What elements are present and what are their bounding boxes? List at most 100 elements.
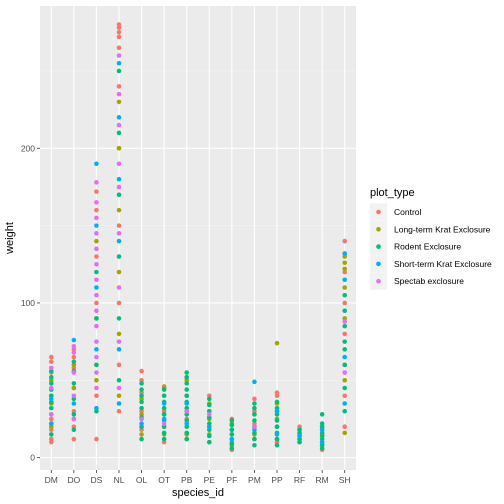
data-point (252, 412, 257, 417)
data-point (116, 145, 122, 151)
legend-title: plot_type (370, 187, 415, 199)
data-point (139, 368, 144, 374)
data-point (71, 385, 77, 391)
data-point (252, 379, 257, 385)
data-point (116, 60, 122, 66)
legend-swatch (376, 278, 381, 284)
data-point (116, 91, 122, 97)
data-point (206, 402, 212, 408)
data-point (184, 430, 190, 436)
x-tick-label: PF (226, 475, 237, 485)
data-point (139, 416, 144, 422)
data-point (274, 408, 280, 414)
data-point (94, 231, 99, 236)
data-point (161, 421, 167, 426)
x-tick-label: NL (114, 475, 125, 485)
data-point (116, 192, 122, 197)
data-point (116, 130, 122, 136)
data-point (184, 421, 190, 426)
data-point (139, 381, 144, 386)
data-point (161, 393, 167, 399)
data-point (116, 254, 122, 259)
axis-layer: 0 100 200 DM DO DS NL OL OT PB PE PF PM PP RF RM SH (21, 143, 351, 485)
data-point (184, 393, 190, 399)
data-point (229, 436, 235, 442)
data-point (116, 385, 122, 391)
data-point (71, 393, 77, 399)
data-point (229, 441, 235, 447)
data-point (342, 339, 348, 344)
data-point (94, 238, 99, 244)
data-point (116, 161, 122, 167)
data-point (184, 408, 190, 414)
legend-label: Spectab exclosure (394, 276, 464, 286)
data-point (116, 176, 122, 182)
data-point (94, 277, 99, 283)
data-point (139, 432, 144, 437)
data-point (116, 53, 122, 58)
data-point (206, 424, 212, 429)
data-point (71, 350, 77, 355)
data-point (116, 377, 122, 383)
x-tick-label: OL (136, 475, 148, 485)
data-point (116, 99, 122, 105)
legend-swatch (376, 209, 381, 215)
data-point (116, 184, 122, 190)
data-point (48, 354, 54, 360)
data-point (94, 393, 99, 399)
data-point (184, 387, 190, 392)
x-tick-label: PE (204, 475, 216, 485)
x-tick-label: OT (158, 475, 170, 485)
x-tick-label: RF (294, 475, 305, 485)
x-tick-label: PB (181, 475, 193, 485)
data-point (94, 261, 99, 267)
data-point (342, 323, 348, 329)
data-point (206, 396, 212, 402)
data-point (71, 381, 77, 386)
data-point (116, 45, 122, 51)
data-point (116, 122, 122, 128)
data-point (94, 323, 99, 329)
legend-swatch (376, 244, 381, 249)
data-point (94, 223, 99, 228)
data-point (319, 421, 325, 426)
data-point (116, 231, 122, 236)
data-point (342, 331, 348, 337)
data-point (94, 161, 99, 167)
data-point (252, 418, 257, 423)
data-point (116, 347, 122, 352)
data-point (229, 427, 235, 433)
data-point (116, 84, 122, 89)
data-point (94, 180, 99, 185)
data-point (116, 300, 122, 306)
data-point (274, 399, 280, 405)
y-tick-label: 100 (21, 298, 35, 308)
data-point (319, 412, 325, 417)
data-point (342, 285, 348, 290)
data-point (161, 405, 167, 411)
data-point (161, 436, 167, 442)
data-point (71, 343, 77, 349)
data-point (116, 29, 122, 35)
data-point (342, 430, 348, 436)
data-point (94, 377, 99, 383)
x-tick-label: PM (248, 475, 261, 485)
data-point (342, 354, 348, 360)
data-point (229, 446, 235, 451)
data-point (116, 362, 122, 368)
data-point (342, 300, 348, 306)
point-layer (48, 22, 348, 453)
data-point (319, 427, 325, 433)
panel-background (40, 6, 356, 470)
data-point (48, 385, 54, 391)
data-point (94, 339, 99, 344)
data-point (116, 34, 122, 40)
data-point (184, 436, 190, 442)
data-point (274, 442, 280, 448)
data-point (139, 436, 144, 442)
data-point (71, 427, 77, 433)
legend: plot_type Control Long-term Krat Exclosur… (370, 187, 492, 290)
x-tick-label: PP (271, 475, 283, 485)
data-point (274, 418, 280, 423)
data-point (94, 436, 99, 442)
